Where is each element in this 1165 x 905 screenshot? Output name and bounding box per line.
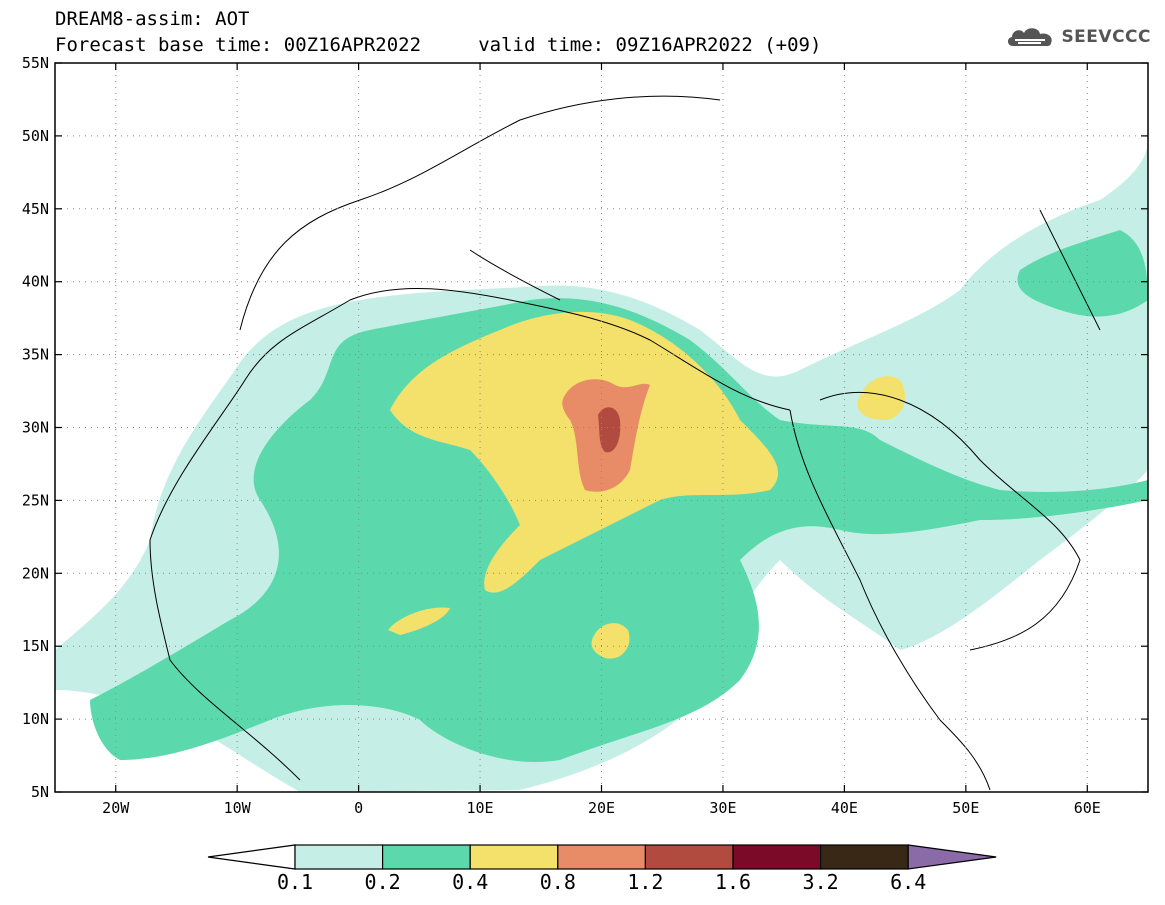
forecast-time-line: Forecast base time: 00Z16APR2022 valid t… [55, 34, 822, 56]
seevccc-logo: SEEVCCC [1005, 24, 1151, 50]
colorbar-label: 0.8 [540, 870, 576, 894]
colorbar-swatch [382, 844, 471, 870]
lon-tick-label: 50E [952, 799, 979, 817]
graticule [55, 63, 1148, 792]
lon-tick-label: 60E [1074, 799, 1101, 817]
lat-tick-label: 55N [22, 54, 49, 72]
latitude-axis: 55N 50N 45N 40N 35N 30N 25N 20N 15N 10N 5N [22, 54, 1148, 801]
map-title: DREAM8-assim: AOT [55, 8, 250, 30]
cloud-icon [1008, 28, 1053, 46]
colorbar-label: 6.4 [890, 870, 926, 894]
colorbar-swatch [819, 844, 909, 870]
coast-europe [239, 95, 721, 331]
coast-africa-north [149, 288, 791, 541]
longitude-axis: 20W 10W 0 10E 20E 30E 40E 50E 60E [102, 63, 1101, 817]
aot-band-0.2 [90, 298, 1148, 762]
aot-band-0.4-niger [388, 607, 450, 635]
coast-arabia [819, 392, 1081, 651]
colorbar-over-arrow [907, 844, 997, 870]
lon-tick-label: 30E [709, 799, 736, 817]
aot-band-0.4-chad [591, 623, 630, 659]
colorbar-label: 1.2 [627, 870, 663, 894]
colorbar-swatch [644, 844, 734, 870]
lon-tick-label: 10W [224, 799, 252, 817]
lon-tick-label: 10E [467, 799, 494, 817]
coast-italy [469, 249, 561, 301]
coastlines [149, 95, 1101, 791]
lon-tick-label: 20E [588, 799, 615, 817]
logo-text: SEEVCCC [1061, 27, 1151, 47]
aot-band-0.4-iraq [857, 376, 905, 420]
lat-tick-label: 25N [22, 491, 49, 509]
colorbar-swatch [732, 844, 822, 870]
colorbar-under-arrow [207, 844, 296, 870]
colorbar-swatch [294, 844, 384, 870]
coast-red-sea [789, 409, 991, 791]
colorbar-swatch [469, 844, 559, 870]
colorbar-label: 1.6 [715, 870, 751, 894]
lat-tick-label: 30N [22, 419, 49, 437]
coast-africa-west [149, 539, 301, 781]
lat-tick-label: 40N [22, 273, 49, 291]
lat-tick-label: 50N [22, 127, 49, 145]
colorbar-label: 0.4 [452, 870, 488, 894]
aot-band-0.2-east [1017, 230, 1148, 317]
lat-tick-label: 5N [31, 783, 49, 801]
lat-tick-label: 20N [22, 564, 49, 582]
lon-tick-label: 40E [831, 799, 858, 817]
lat-tick-label: 45N [22, 200, 49, 218]
colorbar: 0.1 0.2 0.4 0.8 1.2 1.6 3.2 6.4 [207, 844, 997, 894]
colorbar-label: 0.2 [365, 870, 401, 894]
colorbar-label: 0.1 [277, 870, 313, 894]
coast-caspian [1039, 209, 1101, 331]
lat-tick-label: 15N [22, 637, 49, 655]
aot-band-1.2 [598, 407, 621, 453]
colorbar-swatch [557, 844, 646, 870]
lat-tick-label: 35N [22, 346, 49, 364]
colorbar-label: 3.2 [803, 870, 839, 894]
lat-tick-label: 10N [22, 710, 49, 728]
lon-tick-label: 20W [102, 799, 130, 817]
lon-tick-label: 0 [354, 799, 363, 817]
